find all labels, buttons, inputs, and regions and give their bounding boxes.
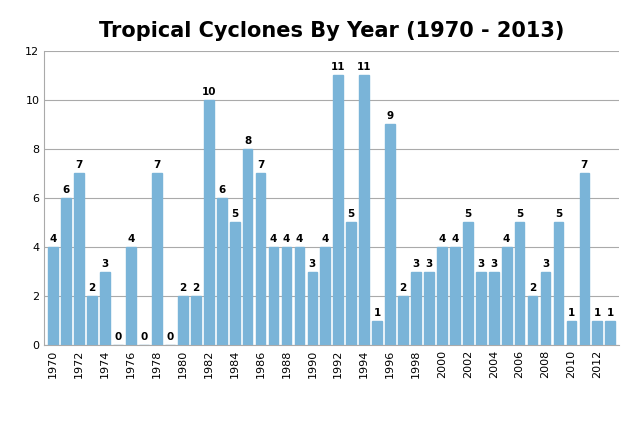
Bar	[554, 222, 563, 345]
Text: 2: 2	[192, 283, 200, 293]
Bar	[476, 272, 485, 345]
Bar	[295, 247, 304, 345]
Bar	[282, 247, 291, 345]
Text: 1: 1	[607, 308, 614, 318]
Bar	[360, 75, 369, 345]
Text: 3: 3	[412, 258, 420, 269]
Bar	[514, 222, 525, 345]
Text: 3: 3	[542, 258, 549, 269]
Bar	[346, 222, 356, 345]
Bar	[320, 247, 330, 345]
Text: 6: 6	[63, 185, 70, 195]
Text: 5: 5	[348, 210, 355, 219]
Bar	[126, 247, 136, 345]
Bar	[75, 173, 84, 345]
Text: 3: 3	[102, 258, 109, 269]
Bar	[191, 296, 200, 345]
Text: 2: 2	[399, 283, 406, 293]
Bar	[269, 247, 278, 345]
Bar	[308, 272, 317, 345]
Bar	[424, 272, 434, 345]
Text: 5: 5	[231, 210, 238, 219]
Bar	[528, 296, 537, 345]
Text: 2: 2	[179, 283, 186, 293]
Text: 2: 2	[88, 283, 96, 293]
Text: 7: 7	[76, 160, 83, 171]
Bar	[502, 247, 511, 345]
Text: 5: 5	[555, 210, 562, 219]
Bar	[217, 198, 226, 345]
Bar	[489, 272, 499, 345]
Bar	[463, 222, 473, 345]
Text: 3: 3	[477, 258, 484, 269]
Text: 9: 9	[387, 111, 394, 121]
Text: 7: 7	[581, 160, 588, 171]
Text: 4: 4	[451, 234, 459, 244]
Text: 4: 4	[296, 234, 303, 244]
Text: 0: 0	[140, 332, 148, 342]
Bar	[178, 296, 188, 345]
Text: 4: 4	[127, 234, 135, 244]
Text: 4: 4	[503, 234, 511, 244]
Text: 6: 6	[218, 185, 226, 195]
Bar	[566, 321, 576, 345]
Text: 5: 5	[516, 210, 523, 219]
Text: 4: 4	[438, 234, 446, 244]
Bar	[334, 75, 343, 345]
Text: 0: 0	[166, 332, 174, 342]
Text: 8: 8	[244, 136, 252, 146]
Text: 10: 10	[202, 87, 216, 97]
Bar	[372, 321, 382, 345]
Bar	[61, 198, 71, 345]
Text: 4: 4	[270, 234, 277, 244]
Text: 1: 1	[568, 308, 575, 318]
Bar	[580, 173, 589, 345]
Text: 5: 5	[464, 210, 471, 219]
Bar	[100, 272, 110, 345]
Bar	[398, 296, 408, 345]
Bar	[450, 247, 459, 345]
Text: 1: 1	[593, 308, 601, 318]
Bar	[540, 272, 550, 345]
Bar	[386, 124, 395, 345]
Bar	[152, 173, 162, 345]
Bar	[437, 247, 447, 345]
Bar	[87, 296, 97, 345]
Text: 3: 3	[309, 258, 316, 269]
Text: 4: 4	[283, 234, 290, 244]
Bar	[49, 247, 58, 345]
Text: 7: 7	[153, 160, 161, 171]
Bar	[605, 321, 615, 345]
Text: 4: 4	[50, 234, 57, 244]
Text: 3: 3	[490, 258, 497, 269]
Text: 4: 4	[322, 234, 329, 244]
Text: 7: 7	[257, 160, 264, 171]
Bar	[243, 149, 252, 345]
Text: 11: 11	[357, 62, 372, 72]
Title: Tropical Cyclones By Year (1970 - 2013): Tropical Cyclones By Year (1970 - 2013)	[99, 21, 564, 41]
Bar	[411, 272, 421, 345]
Bar	[256, 173, 265, 345]
Bar	[592, 321, 602, 345]
Text: 0: 0	[114, 332, 122, 342]
Text: 2: 2	[529, 283, 536, 293]
Bar	[230, 222, 240, 345]
Text: 11: 11	[331, 62, 346, 72]
Bar	[204, 100, 214, 345]
Text: 3: 3	[425, 258, 432, 269]
Text: 1: 1	[374, 308, 380, 318]
